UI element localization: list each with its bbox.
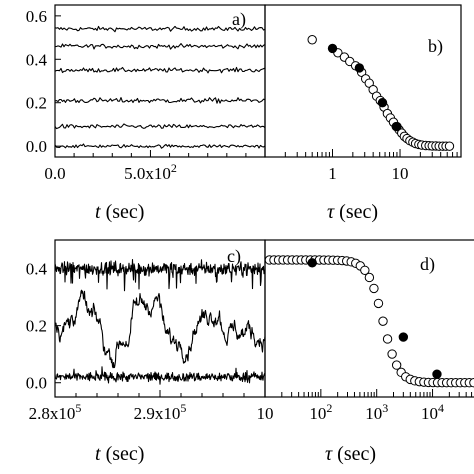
panel-d-frame xyxy=(264,239,474,398)
panel-c-plot-area xyxy=(54,259,266,385)
panel-b-x-axis-label: τ (sec) xyxy=(327,201,378,223)
panel-a-x-var: t xyxy=(95,201,101,223)
data-point-open xyxy=(307,35,317,45)
x-tick-label: 5.0x102 xyxy=(124,161,177,183)
panel-b-x-unit: (sec) xyxy=(339,201,378,223)
data-point-filled xyxy=(432,369,442,379)
panel-d-label: d) xyxy=(420,254,435,275)
x-tick-exponent: 5 xyxy=(180,401,186,415)
panel-b-frame xyxy=(264,4,462,158)
y-tick-label: 0.4 xyxy=(26,50,48,69)
panel-a: a) 0.0 0.2 0.4 0.6 0.0 5.0x102 t (sec) xyxy=(26,4,266,223)
x-tick-label: 104 xyxy=(421,401,444,423)
series-line-2 xyxy=(54,66,266,74)
data-point-open xyxy=(360,265,370,275)
panel-c-x-ticks: 2.8x105 2.9x105 xyxy=(29,390,245,423)
x-tick-exponent: 4 xyxy=(438,401,444,415)
data-point-filled xyxy=(327,43,338,54)
data-point-filled xyxy=(354,63,365,73)
x-tick-label: 103 xyxy=(365,401,388,423)
data-point-open xyxy=(378,316,388,326)
panel-a-x-ticks: 0.0 5.0x102 xyxy=(44,150,247,183)
series-line-3 xyxy=(54,97,266,104)
data-point-open xyxy=(469,378,474,388)
x-tick-label: 10 xyxy=(392,164,409,183)
data-point-filled xyxy=(307,258,317,268)
y-tick-label: 0.2 xyxy=(26,94,47,113)
series-line-5 xyxy=(54,143,266,149)
data-point-filled xyxy=(398,332,409,342)
panel-b-x-ticks: 1 10 xyxy=(264,149,462,183)
panel-a-plot-area xyxy=(54,25,266,149)
data-point-open xyxy=(444,141,455,151)
data-point-filled xyxy=(392,121,402,132)
panel-a-label: a) xyxy=(232,9,246,30)
panel-c: c) 0.0 0.2 0.4 2.8x105 2.9x105 t (sec) xyxy=(26,239,266,465)
data-point-filled xyxy=(377,98,388,108)
series-line-4 xyxy=(54,123,266,130)
panel-b-plot-area xyxy=(307,35,455,151)
panel-c-x-var: t xyxy=(95,443,101,465)
panel-d-x-unit: (sec) xyxy=(337,443,376,465)
x-tick-label: 2.9x105 xyxy=(134,401,187,423)
x-tick-label: 102 xyxy=(309,401,332,423)
panel-b-x-var: τ xyxy=(327,201,335,223)
data-point-open xyxy=(373,298,384,309)
y-tick-label: 0.2 xyxy=(26,317,47,336)
panel-d-x-axis-label: τ (sec) xyxy=(325,443,376,465)
series-line-2 xyxy=(54,366,266,385)
x-tick-label: 0.0 xyxy=(44,164,65,183)
x-tick-exponent: 3 xyxy=(382,401,388,415)
panel-a-x-axis-label: t (sec) xyxy=(95,201,144,223)
panel-c-x-axis-label: t (sec) xyxy=(95,443,144,465)
y-tick-label: 0.6 xyxy=(26,7,47,26)
panel-b-label: b) xyxy=(428,36,443,57)
x-tick-exponent: 5 xyxy=(75,401,81,415)
y-tick-label: 0.0 xyxy=(26,374,47,393)
panel-a-y-ticks: 0.0 0.2 0.4 0.6 xyxy=(26,7,61,156)
data-point-open xyxy=(387,349,397,359)
panel-d-x-ticks: 10 102 103 104 xyxy=(257,389,473,423)
data-point-open xyxy=(382,334,393,344)
panel-b: b) 1 10 τ (sec) xyxy=(264,4,462,223)
panel-c-y-ticks: 0.0 0.2 0.4 xyxy=(26,260,61,393)
x-tick-label: 2.8x105 xyxy=(29,401,82,423)
y-tick-label: 0.0 xyxy=(26,137,47,156)
series-line-0 xyxy=(54,259,266,292)
y-tick-label: 0.4 xyxy=(26,260,48,279)
data-point-open xyxy=(369,283,379,294)
panel-a-x-unit: (sec) xyxy=(106,201,145,223)
x-tick-exponent: 2 xyxy=(171,161,177,175)
series-line-1 xyxy=(54,289,266,369)
panel-c-x-unit: (sec) xyxy=(106,443,145,465)
data-point-open xyxy=(391,360,402,370)
x-tick-label: 1 xyxy=(328,164,337,183)
panel-c-label: c) xyxy=(227,246,241,267)
data-point-open xyxy=(364,272,375,283)
panel-d-x-var: τ xyxy=(325,443,333,465)
panel-d: d) 10 102 103 104 τ (sec) xyxy=(257,239,474,465)
x-tick-label: 10 xyxy=(257,404,274,423)
series-line-0 xyxy=(54,25,266,33)
panel-d-plot-area xyxy=(264,255,474,388)
x-tick-exponent: 2 xyxy=(326,401,332,415)
series-line-1 xyxy=(54,43,266,50)
